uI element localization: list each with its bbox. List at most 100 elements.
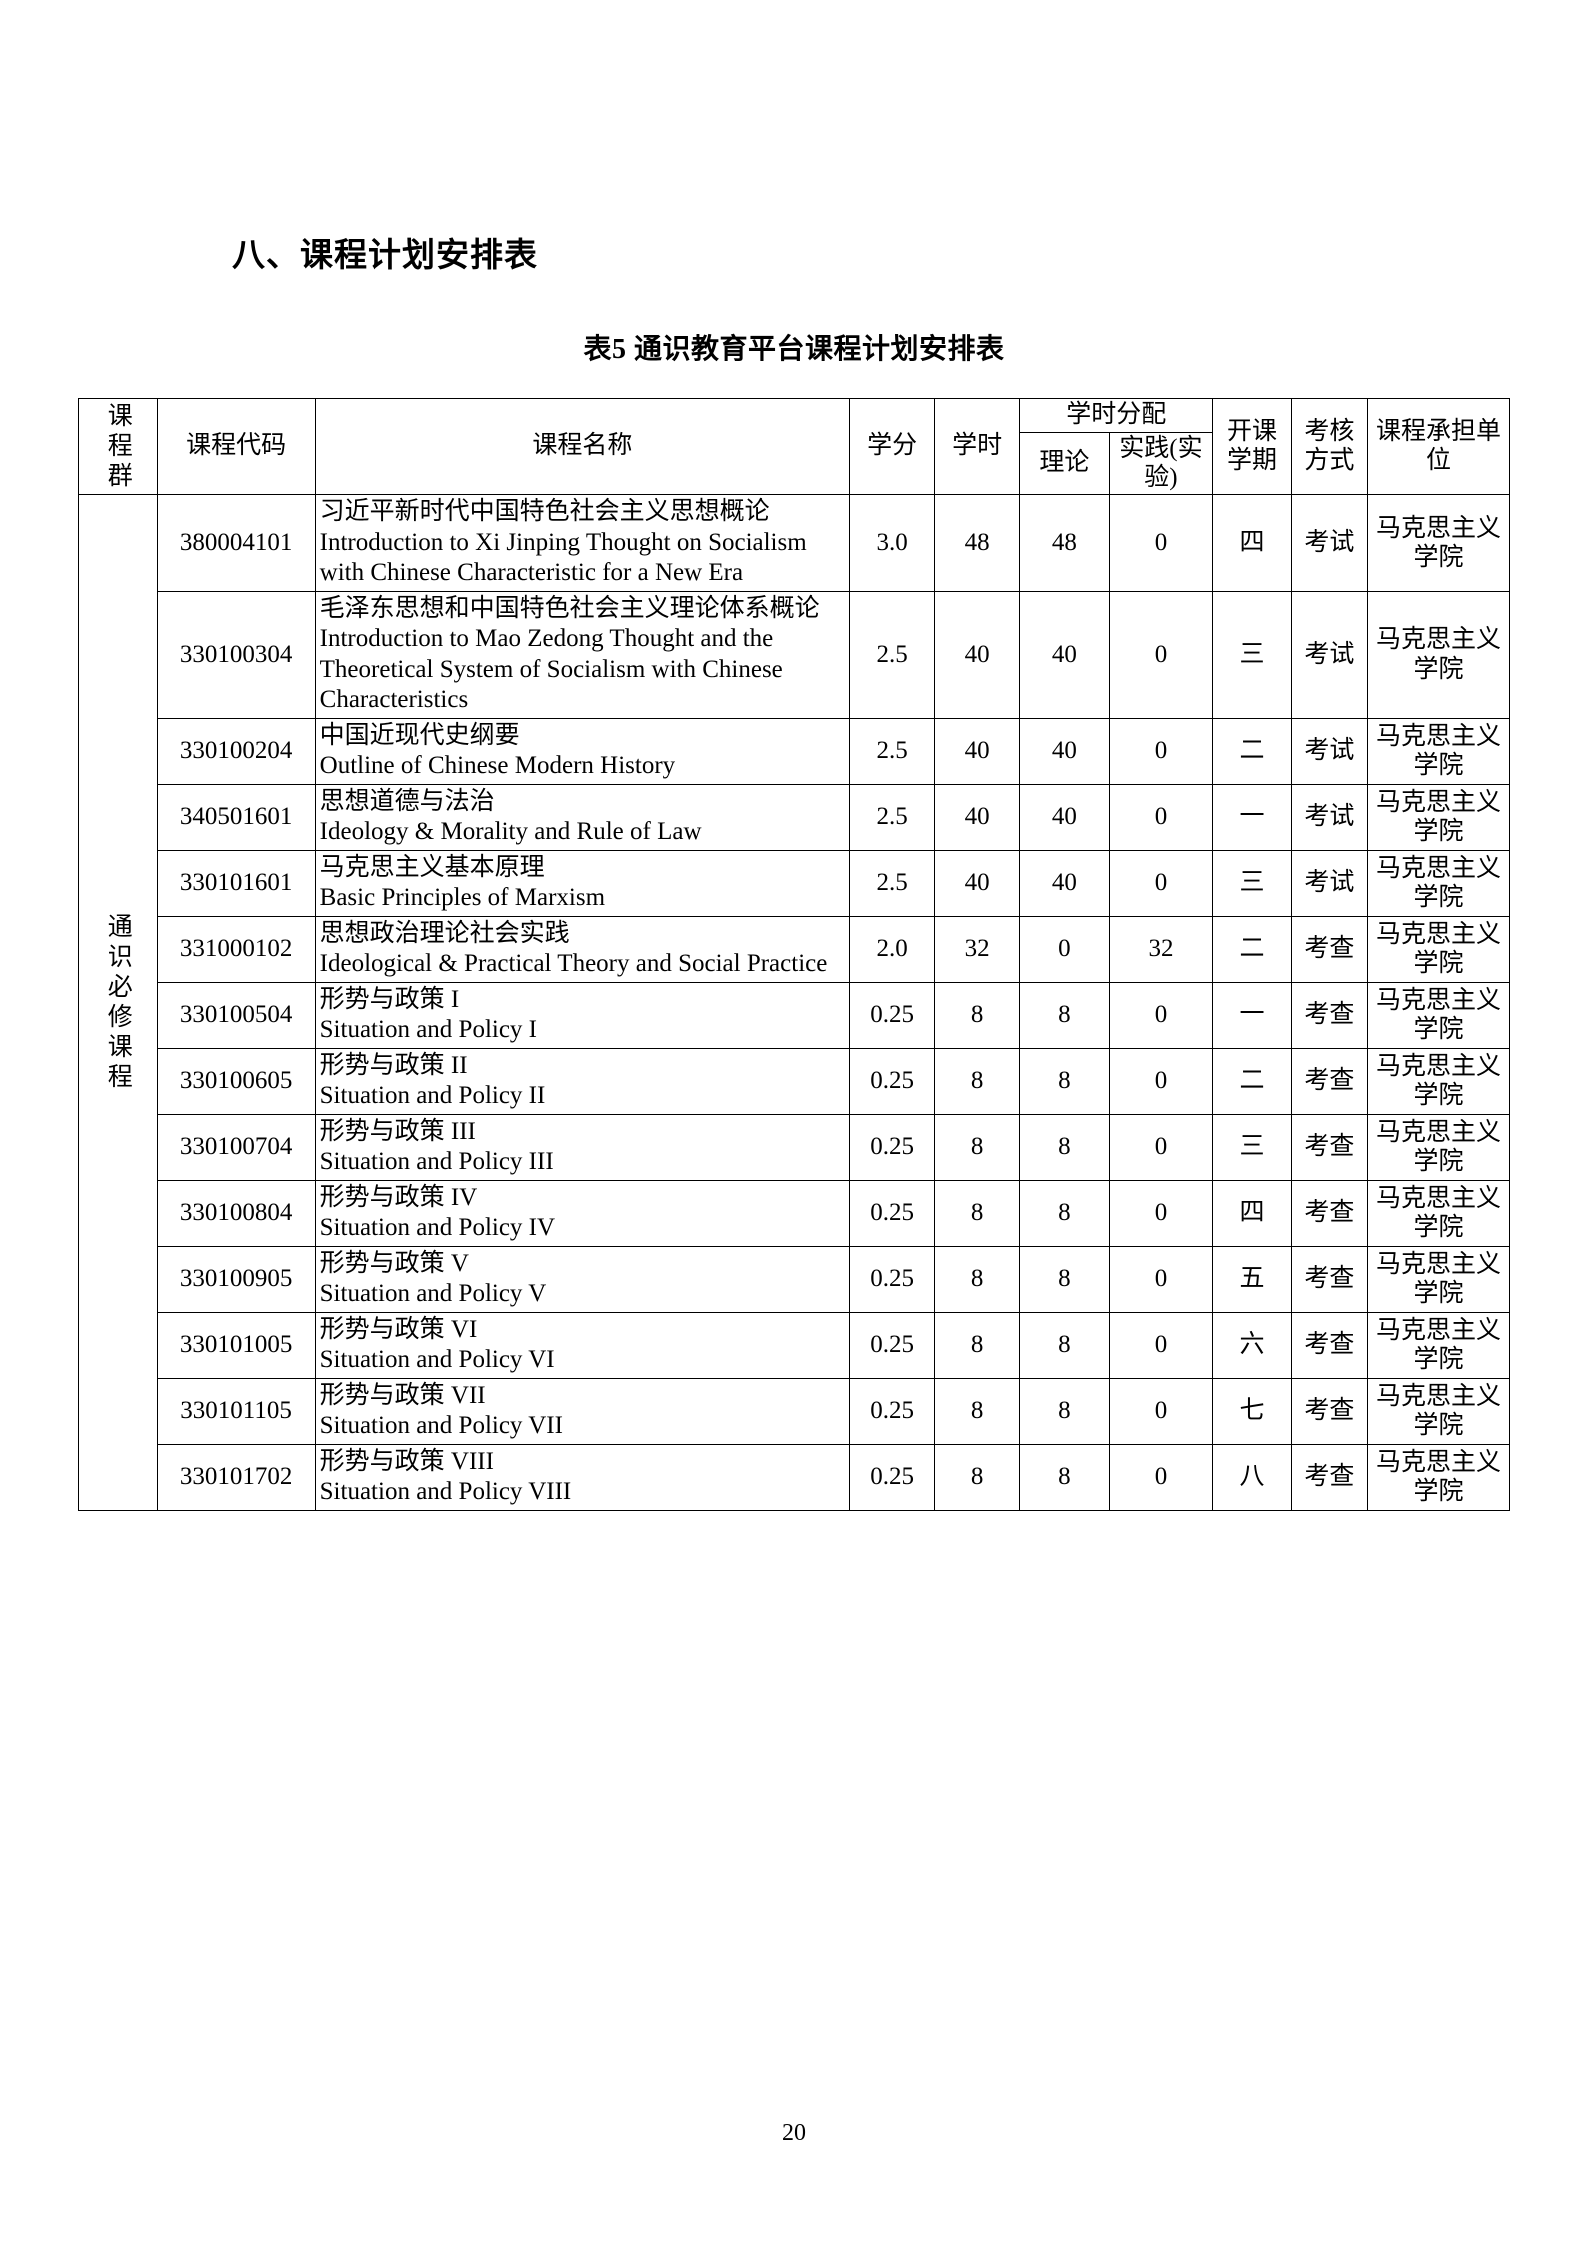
credits-cell: 2.5 [849, 590, 936, 719]
term-cell: 三 [1212, 849, 1292, 917]
course-name-en: Introduction to Mao Zedong Thought and t… [319, 625, 783, 714]
header-row-top: 课程群 课程代码 课程名称 学分 学时 学时分配 开课学期 考核方式 课程承担单… [78, 397, 1510, 496]
assessment-cell: 考查 [1290, 915, 1369, 983]
course-name-en: Ideology & Morality and Rule of Law [319, 818, 702, 846]
table-row: 通识必修课程 380004101 习近平新时代中国特色社会主义思想概论 Introdu… [78, 494, 1510, 1511]
hours-cell: 40 [934, 717, 1021, 785]
hours-cell: 8 [934, 1047, 1021, 1115]
credits-cell: 0.25 [849, 1179, 936, 1247]
practice-cell: 0 [1108, 717, 1214, 785]
course-code-cell: 330100704 [156, 1113, 316, 1181]
assessment-cell: 考查 [1290, 1311, 1369, 1379]
course-name-cn: 中国近现代史纲要 [319, 721, 520, 749]
course-name-cell: 习近平新时代中国特色社会主义思想概论 Introduction to Xi Jin… [314, 494, 851, 592]
credits-cell: 0.25 [849, 1311, 936, 1379]
course-name-cell: 思想道德与法治 Ideology & Morality and Rule of L… [314, 783, 851, 851]
course-name-en: Outline of Chinese Modern History [319, 752, 676, 780]
course-code-cell: 380004101 [156, 494, 316, 592]
course-code-cell: 330101702 [156, 1443, 316, 1511]
table-row: 330101005 形势与政策 VI Situation and Policy VI… [79, 1311, 1510, 1379]
assessment-cell: 考查 [1290, 1113, 1369, 1181]
table-caption: 表5 通识教育平台课程计划安排表 [583, 334, 1005, 365]
term-cell: 六 [1212, 1311, 1292, 1379]
term-cell: 三 [1212, 590, 1292, 719]
practice-cell: 32 [1108, 915, 1214, 983]
department-cell: 马克思主义学院 [1367, 590, 1510, 719]
department-cell: 马克思主义学院 [1367, 1047, 1510, 1115]
course-name-cn: 形势与政策 IV [319, 1183, 478, 1211]
table-row: 330100905 形势与政策 V Situation and Policy V 0.… [79, 1245, 1510, 1313]
credits-cell: 0.25 [849, 1245, 936, 1313]
theory-cell: 40 [1019, 849, 1110, 917]
course-name-en: Basic Principles of Marxism [319, 884, 606, 912]
assessment-cell: 考查 [1290, 981, 1369, 1049]
table-row: 330100204 中国近现代史纲要 Outline of Chinese Mode… [79, 717, 1510, 785]
course-name-en: Ideological & Practical Theory and Socia… [319, 950, 828, 978]
table-row: 340501601 思想道德与法治 Ideology & Morality and … [79, 783, 1510, 851]
hours-cell: 32 [934, 915, 1021, 983]
credits-cell: 0.25 [849, 1443, 936, 1511]
header-hours: 学时 [934, 397, 1021, 496]
term-cell: 三 [1212, 1113, 1292, 1181]
course-group-cell: 通识必修课程 [78, 494, 158, 1511]
term-cell: 二 [1212, 717, 1292, 785]
header-department-label: 课程承担单位 [1376, 417, 1502, 474]
department-cell: 马克思主义学院 [1367, 849, 1510, 917]
hours-cell: 48 [934, 494, 1021, 592]
course-name-cn: 毛泽东思想和中国特色社会主义理论体系概论 [319, 594, 820, 622]
department-cell: 马克思主义学院 [1367, 1245, 1510, 1313]
table-head: 课程群 课程代码 课程名称 学分 学时 学时分配 开课学期 考核方式 课程承担单… [78, 397, 1510, 496]
practice-cell: 0 [1108, 590, 1214, 719]
theory-cell: 40 [1019, 783, 1110, 851]
course-name-cn: 马克思主义基本原理 [319, 853, 545, 881]
term-cell: 七 [1212, 1377, 1292, 1445]
hours-cell: 8 [934, 981, 1021, 1049]
header-department: 课程承担单位 [1367, 397, 1510, 496]
course-code-cell: 330101105 [156, 1377, 316, 1445]
course-name-en: Situation and Policy VI [319, 1346, 555, 1374]
course-name-cell: 形势与政策 VI Situation and Policy VI [314, 1311, 851, 1379]
practice-cell: 0 [1108, 1311, 1214, 1379]
page-title: 八、课程计划安排表 [232, 236, 538, 273]
header-assessment: 考核方式 [1290, 397, 1369, 496]
credits-cell: 2.5 [849, 849, 936, 917]
course-name-cell: 形势与政策 VIII Situation and Policy VIII [314, 1443, 851, 1511]
course-name-cell: 形势与政策 IV Situation and Policy IV [314, 1179, 851, 1247]
assessment-cell: 考查 [1290, 1377, 1369, 1445]
course-name-cn: 思想政治理论社会实践 [319, 919, 570, 947]
hours-cell: 8 [934, 1179, 1021, 1247]
course-code-cell: 330100204 [156, 717, 316, 785]
term-cell: 四 [1212, 1179, 1292, 1247]
table-row: 330101601 马克思主义基本原理 Basic Principles of Ma… [79, 849, 1510, 917]
credits-cell: 0.25 [849, 981, 936, 1049]
assessment-cell: 考试 [1290, 590, 1369, 719]
practice-cell: 0 [1108, 1245, 1214, 1313]
hours-cell: 8 [934, 1443, 1021, 1511]
course-name-cell: 马克思主义基本原理 Basic Principles of Marxism [314, 849, 851, 917]
theory-cell: 0 [1019, 915, 1110, 983]
course-name-cell: 形势与政策 II Situation and Policy II [314, 1047, 851, 1115]
practice-cell: 0 [1108, 849, 1214, 917]
theory-cell: 40 [1019, 590, 1110, 719]
header-course-code: 课程代码 [156, 397, 316, 496]
hours-cell: 40 [934, 590, 1021, 719]
term-cell: 二 [1212, 1047, 1292, 1115]
practice-cell: 0 [1108, 1113, 1214, 1181]
course-name-cn: 思想道德与法治 [319, 787, 495, 815]
course-name-en: Situation and Policy II [319, 1082, 546, 1110]
course-code-cell: 330100804 [156, 1179, 316, 1247]
course-name-en: Situation and Policy VIII [319, 1478, 572, 1506]
assessment-cell: 考试 [1290, 849, 1369, 917]
practice-cell: 0 [1108, 783, 1214, 851]
course-name-cn: 形势与政策 II [319, 1051, 468, 1079]
course-name-en: Situation and Policy V [319, 1280, 547, 1308]
practice-cell: 0 [1108, 1047, 1214, 1115]
header-practice: 实践(实验) [1108, 431, 1214, 496]
page-number: 20 [782, 2120, 806, 2146]
table-body: 通识必修课程 380004101 习近平新时代中国特色社会主义思想概论 Introdu… [78, 494, 1510, 1511]
term-cell: 一 [1212, 783, 1292, 851]
assessment-cell: 考查 [1290, 1047, 1369, 1115]
department-cell: 马克思主义学院 [1367, 783, 1510, 851]
hours-cell: 8 [934, 1245, 1021, 1313]
